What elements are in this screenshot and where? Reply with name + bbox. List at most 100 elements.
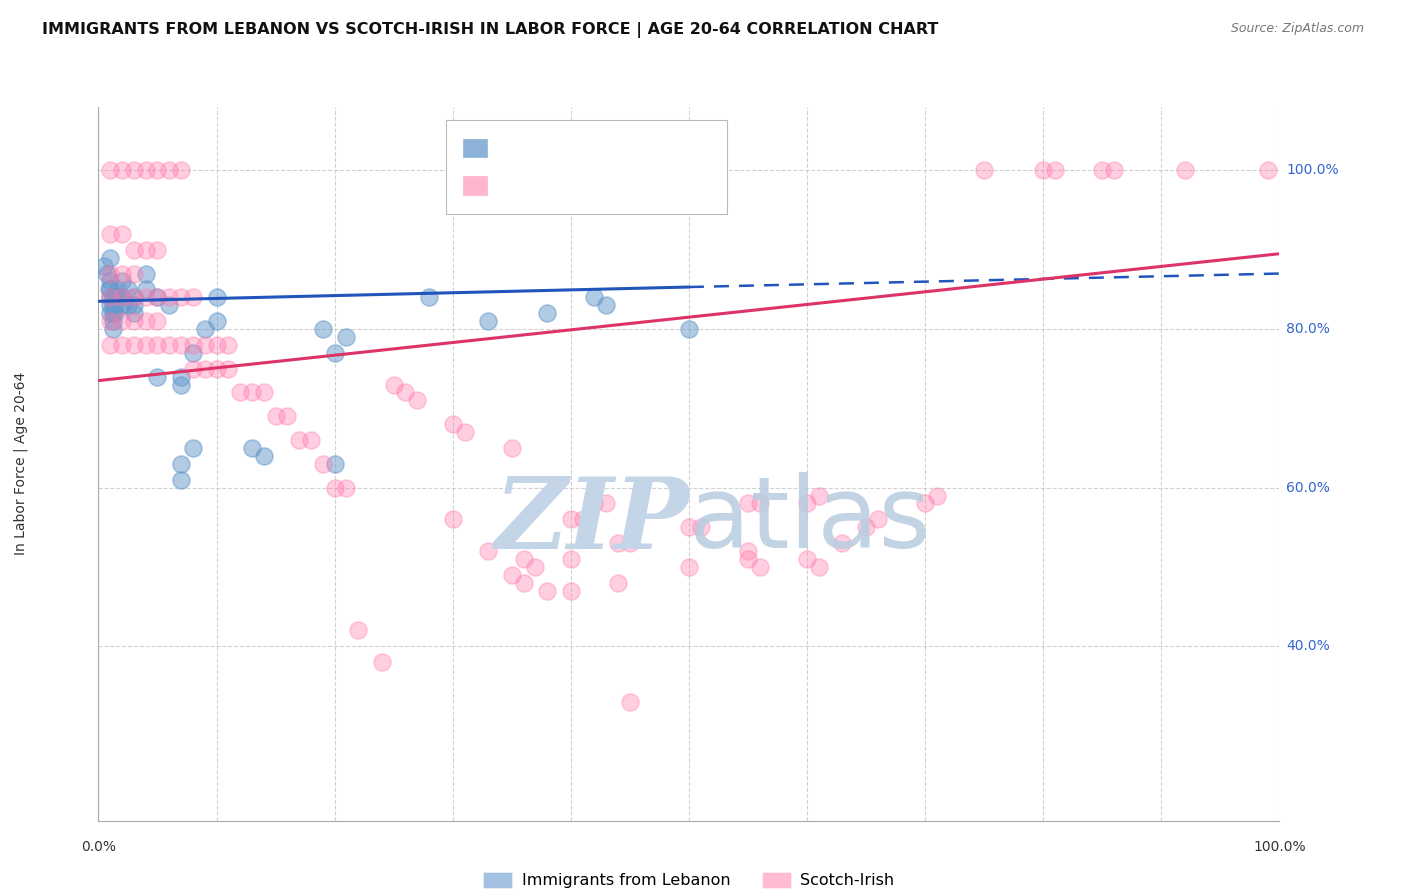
Point bbox=[93, 259, 115, 273]
Point bbox=[240, 385, 263, 400]
Point bbox=[122, 314, 145, 328]
Point bbox=[101, 290, 124, 304]
Point bbox=[1032, 163, 1054, 178]
Point bbox=[1174, 163, 1197, 178]
Point bbox=[240, 441, 263, 455]
Point bbox=[98, 163, 121, 178]
Point bbox=[536, 306, 558, 320]
Point bbox=[276, 409, 298, 424]
Point bbox=[157, 298, 180, 312]
Point bbox=[678, 560, 700, 574]
Point bbox=[560, 552, 582, 566]
Point bbox=[122, 163, 145, 178]
Point bbox=[914, 496, 936, 510]
Point bbox=[323, 481, 346, 495]
Point bbox=[111, 227, 134, 241]
Point bbox=[441, 417, 464, 432]
Point bbox=[595, 298, 617, 312]
Point bbox=[111, 163, 134, 178]
Point bbox=[866, 512, 889, 526]
Point bbox=[98, 275, 121, 289]
Text: 80.0%: 80.0% bbox=[1286, 322, 1330, 336]
Point bbox=[105, 290, 128, 304]
Point bbox=[347, 624, 370, 638]
Text: 60.0%: 60.0% bbox=[1286, 481, 1330, 495]
Point bbox=[217, 361, 239, 376]
Point bbox=[146, 243, 169, 257]
Point bbox=[536, 583, 558, 598]
Point bbox=[181, 441, 204, 455]
Point bbox=[299, 433, 322, 447]
Text: 100.0%: 100.0% bbox=[1286, 163, 1339, 178]
Point bbox=[98, 290, 121, 304]
Text: 0.201: 0.201 bbox=[538, 177, 595, 194]
Point bbox=[181, 361, 204, 376]
Point bbox=[689, 520, 711, 534]
Point bbox=[101, 306, 124, 320]
Point bbox=[98, 251, 121, 265]
Point bbox=[217, 338, 239, 352]
Point bbox=[135, 290, 157, 304]
Point bbox=[607, 575, 630, 590]
Point bbox=[104, 290, 127, 304]
Point bbox=[253, 385, 276, 400]
Point bbox=[122, 243, 145, 257]
Point bbox=[619, 536, 641, 550]
Point bbox=[157, 338, 180, 352]
Point bbox=[512, 575, 534, 590]
Point bbox=[122, 306, 145, 320]
Point bbox=[925, 489, 948, 503]
Point bbox=[229, 385, 252, 400]
Point bbox=[111, 298, 134, 312]
Point bbox=[394, 385, 416, 400]
Point bbox=[101, 314, 124, 328]
Point bbox=[146, 290, 169, 304]
Point bbox=[111, 267, 134, 281]
Point bbox=[1091, 163, 1114, 178]
Point bbox=[96, 267, 118, 281]
Point bbox=[441, 512, 464, 526]
Point bbox=[288, 433, 311, 447]
Point bbox=[157, 290, 180, 304]
Point bbox=[135, 282, 157, 296]
Point bbox=[737, 544, 759, 558]
Point bbox=[181, 290, 204, 304]
Text: 94: 94 bbox=[620, 177, 645, 194]
Point bbox=[117, 298, 139, 312]
Point bbox=[406, 393, 429, 408]
Point bbox=[170, 290, 193, 304]
Point bbox=[111, 275, 134, 289]
Point bbox=[135, 314, 157, 328]
Point bbox=[323, 346, 346, 360]
Point bbox=[98, 306, 121, 320]
Point bbox=[583, 290, 606, 304]
Point bbox=[571, 512, 593, 526]
Point bbox=[335, 481, 357, 495]
Point bbox=[418, 290, 440, 304]
Point bbox=[323, 457, 346, 471]
Point bbox=[122, 267, 145, 281]
Text: ZIP: ZIP bbox=[494, 473, 689, 569]
Point bbox=[1043, 163, 1066, 178]
Point bbox=[111, 338, 134, 352]
Point bbox=[371, 655, 394, 669]
Point bbox=[501, 567, 523, 582]
Text: 53: 53 bbox=[620, 140, 645, 158]
Point bbox=[807, 560, 830, 574]
Point bbox=[122, 298, 145, 312]
Point bbox=[595, 496, 617, 510]
Point bbox=[194, 322, 217, 336]
Point bbox=[477, 544, 499, 558]
Text: R =: R = bbox=[496, 177, 536, 194]
Point bbox=[104, 298, 127, 312]
Point bbox=[194, 338, 217, 352]
Point bbox=[737, 496, 759, 510]
Point bbox=[524, 560, 547, 574]
Point bbox=[98, 267, 121, 281]
Text: 0.0%: 0.0% bbox=[82, 840, 115, 855]
Point bbox=[111, 314, 134, 328]
Point bbox=[170, 457, 193, 471]
Point bbox=[253, 449, 276, 463]
Point bbox=[796, 496, 818, 510]
Point bbox=[98, 282, 121, 296]
